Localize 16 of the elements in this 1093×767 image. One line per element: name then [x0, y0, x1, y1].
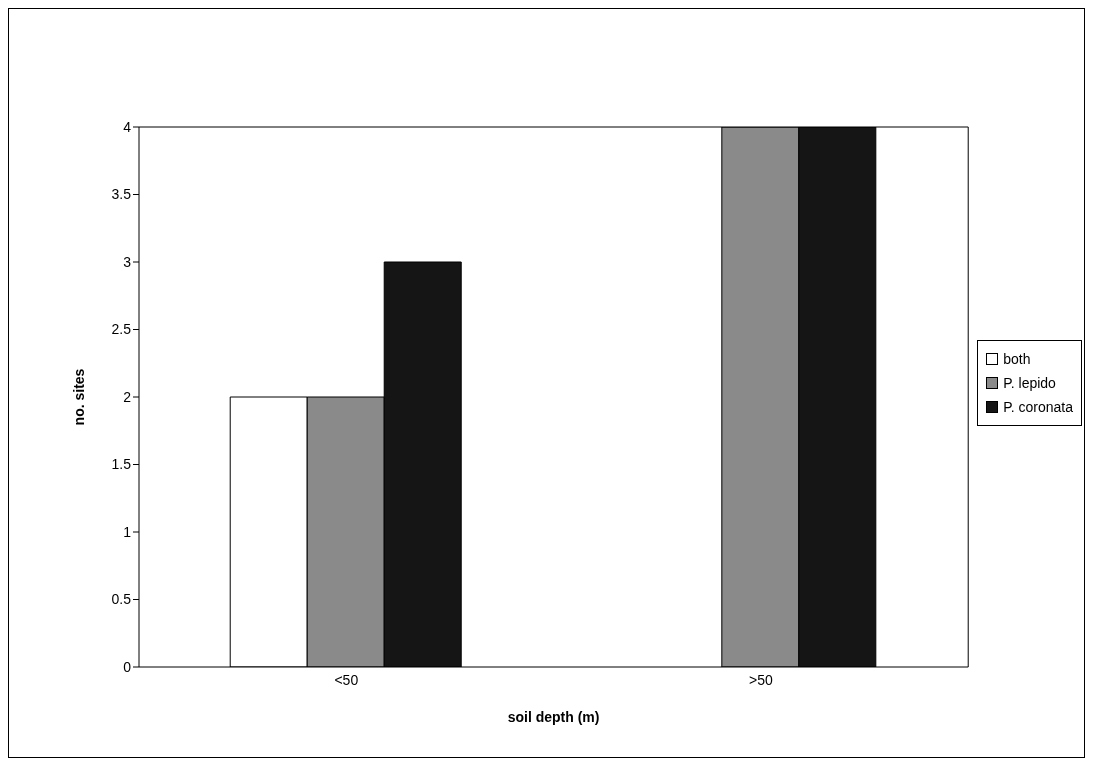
x-tick-label: >50 [749, 671, 773, 688]
legend-label: P. lepido [1003, 374, 1056, 393]
y-tick-label: 0 [123, 658, 132, 675]
y-axis-title: no. sites [70, 368, 87, 426]
y-tick-label: 1 [123, 523, 132, 540]
x-axis-title: soil depth (m) [507, 709, 600, 725]
legend-label: P. coronata [1003, 398, 1073, 417]
x-tick-label: <50 [334, 671, 359, 688]
y-tick-label: 0.5 [111, 591, 132, 608]
legend-label: both [1003, 350, 1031, 369]
y-tick-label: 1.5 [111, 456, 132, 473]
y-tick-label: 4 [123, 118, 132, 135]
y-tick-label: 3 [123, 253, 132, 270]
y-tick-label: 2.5 [111, 321, 132, 338]
y-tick-label: 3.5 [111, 186, 132, 203]
y-tick-label: 2 [123, 388, 132, 405]
